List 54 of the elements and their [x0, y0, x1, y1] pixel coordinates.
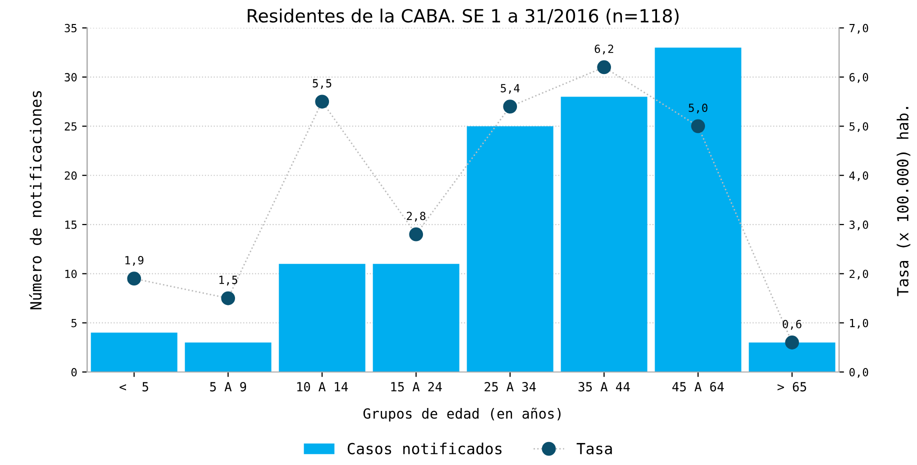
y2-tick-label: 3,0: [850, 220, 868, 230]
data-label: 5,4: [500, 84, 520, 94]
x-tick-label: 10 A 14: [297, 382, 348, 392]
point: [315, 94, 330, 109]
x-axis-title: Grupos de edad (en años): [363, 408, 561, 422]
bar: [184, 342, 272, 372]
y-tick-label: 25: [64, 122, 77, 131]
data-label: 6,2: [594, 44, 614, 54]
data-label: 2,8: [406, 212, 426, 222]
data-label: 5,5: [312, 79, 332, 89]
x-tick-label: 35 A 44: [578, 382, 630, 392]
bar: [560, 96, 648, 372]
x-tick-label: < 5: [120, 382, 148, 392]
point: [691, 119, 706, 134]
x-tick-label: 25 A 34: [484, 382, 536, 392]
x-tick-label: 5 A 9: [210, 382, 246, 392]
y2-axis-title: Tasa (x 100.000) hab.: [896, 107, 910, 296]
bar: [654, 48, 742, 372]
data-label: 1,5: [219, 276, 238, 286]
y-tick-label: 30: [64, 73, 77, 82]
y2-tick-label: 5,0: [850, 122, 868, 132]
y2-tick-label: 6,0: [850, 73, 868, 83]
point: [597, 60, 612, 74]
legend-label: Tasa: [576, 443, 612, 454]
data-label: 1,9: [125, 256, 144, 266]
point: [503, 100, 518, 114]
bar: [278, 264, 366, 372]
x-tick-label: 15 A 24: [391, 382, 442, 392]
bar: [466, 126, 554, 372]
legend-label: Casos notificados: [348, 442, 502, 454]
y-tick-label: 0: [71, 368, 77, 376]
y-tick-label: 20: [64, 171, 77, 180]
y2-tick-label: 4,0: [849, 171, 868, 182]
point: [409, 227, 424, 242]
y-tick-label: 15: [65, 220, 77, 229]
x-tick-label: 45 A 64: [672, 382, 724, 392]
bar: [372, 264, 460, 372]
y-tick-label: 35: [64, 24, 77, 32]
data-label: 0,6: [782, 320, 802, 330]
y2-tick-label: 2,0: [850, 270, 868, 280]
data-label: 5,0: [688, 104, 708, 114]
point: [221, 291, 236, 306]
bar: [90, 332, 178, 372]
y2-tick-label: 7,0: [850, 24, 868, 34]
y-axis-title: Número de notificaciones: [29, 91, 42, 310]
bar: [748, 342, 836, 372]
y2-tick-label: 0,0: [850, 368, 868, 378]
chart-title: Residentes de la CABA. SE 1 a 31/2016 (n=118): [248, 8, 679, 25]
y-tick-label: 10: [65, 270, 77, 278]
y-tick-label: 5: [71, 318, 77, 328]
point: [127, 272, 142, 286]
point: [785, 336, 800, 350]
x-tick-label: > 65: [778, 382, 806, 392]
y2-tick-label: 1,0: [850, 318, 868, 329]
